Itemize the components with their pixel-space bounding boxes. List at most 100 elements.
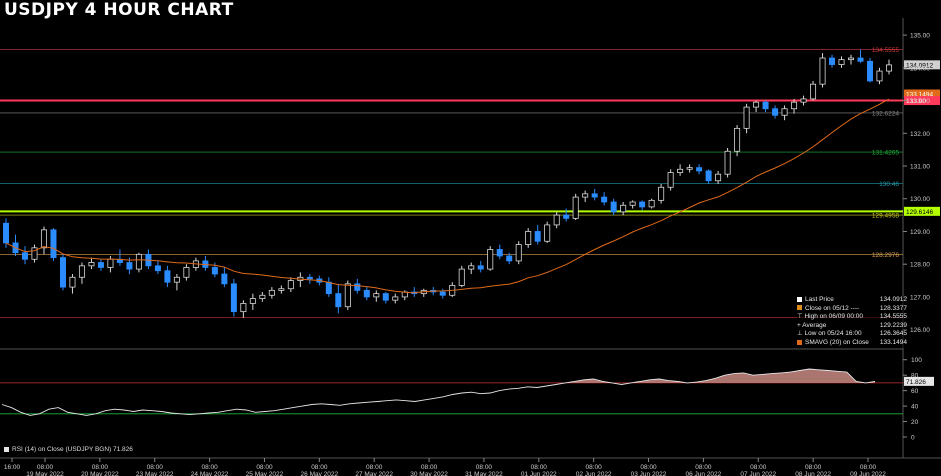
- time-tick-date-16: 09 Jun 2022: [850, 471, 886, 476]
- candle-body-85: [810, 83, 817, 100]
- price-tick-label-7: 128.00: [910, 262, 930, 269]
- candle-body-50: [477, 265, 484, 270]
- candle-body-79: [753, 101, 760, 108]
- rsi-tick-label-2: 60: [911, 388, 919, 395]
- price-tick-label-0: 135.00: [910, 33, 930, 40]
- hline-label-4: 132.6224: [872, 110, 899, 117]
- legend-text-2: High on 06/09 00:00: [804, 313, 864, 321]
- candle-body-23: [221, 273, 228, 285]
- time-tick-date-2: 20 May 2022: [81, 471, 119, 476]
- candle-body-4: [40, 229, 47, 249]
- hline-tag-label-2: 133.1494: [906, 92, 933, 99]
- candle-body-0: [3, 222, 9, 244]
- time-tick-hour-12: 08:00: [640, 464, 657, 471]
- candle-body-64: [610, 201, 617, 213]
- candle-body-75: [715, 173, 722, 182]
- legend-label-5: SMAVG (20) on Close: [797, 339, 869, 348]
- candle-body-6: [59, 257, 66, 288]
- legend-value-2: 134.5555: [879, 313, 907, 321]
- time-tick-hour-7: 08:00: [366, 464, 383, 471]
- candle-body-90: [857, 57, 864, 62]
- candle-body-17: [164, 270, 171, 283]
- candle-body-35: [335, 293, 342, 308]
- legend-text-0: Last Price: [805, 296, 834, 303]
- candle-body-52: [496, 249, 503, 257]
- candle-body-88: [838, 59, 845, 65]
- candle-body-69: [658, 186, 665, 201]
- legend: Last Price 134.0912 Close on 05/12 ---- 128…: [797, 296, 907, 348]
- candle-body-53: [506, 255, 513, 262]
- legend-row-3: + Average 129.2239: [797, 322, 907, 331]
- candle-body-91: [867, 60, 874, 82]
- candle-body-7: [69, 276, 76, 288]
- price-tick-label-9: 126.00: [910, 327, 930, 334]
- rsi-tick-label-3: 40: [911, 404, 919, 411]
- time-tick-hour-9: 08:00: [476, 464, 493, 471]
- price-tick-label-2: 133.00: [910, 98, 930, 105]
- candle-body-89: [848, 57, 855, 61]
- price-tick-label-4: 131.00: [910, 164, 930, 171]
- time-tick-date-7: 27 May 2022: [355, 471, 393, 476]
- candle-body-77: [734, 127, 741, 152]
- hline-tag-1: [904, 60, 940, 70]
- candle-body-70: [667, 172, 674, 188]
- time-tick-hour-14: 08:00: [750, 464, 767, 471]
- rsi-tick-label-4: 20: [911, 419, 919, 426]
- hline-tag-7: [904, 206, 940, 216]
- candle-body-9: [88, 262, 95, 267]
- candle-body-26: [249, 298, 256, 304]
- chart-title: USDJPY 4 HOUR CHART: [4, 0, 234, 20]
- time-tick-hour-6: 08:00: [311, 464, 328, 471]
- candle-body-65: [620, 204, 627, 213]
- time-tick-hour-13: 08:00: [695, 464, 712, 471]
- candle-body-83: [791, 101, 798, 110]
- candle-body-81: [772, 108, 779, 116]
- candle-body-49: [468, 265, 475, 270]
- time-tick-date-13: 06 Jun 2022: [686, 471, 722, 476]
- candle-body-74: [705, 170, 712, 182]
- hline-label-5: 131.4265: [872, 150, 899, 157]
- candle-body-59: [563, 214, 570, 219]
- candle-body-73: [696, 167, 703, 172]
- candle-body-72: [686, 167, 693, 170]
- candle-body-60: [572, 196, 579, 219]
- hline-label-6: 130.46: [879, 181, 899, 188]
- legend-row-4: ⊥ Low on 05/24 16:00 126.3645: [797, 330, 907, 339]
- time-tick-date-6: 26 May 2022: [301, 471, 339, 476]
- rsi-panel: 100 80 60 40 20 0 71.826: [0, 357, 934, 442]
- time-tick-date-12: 03 Jun 2022: [631, 471, 667, 476]
- hline-tag-label-7: 129.6146: [906, 209, 933, 216]
- candle-body-22: [211, 267, 218, 275]
- candle-body-18: [173, 276, 180, 283]
- grid-lines: [0, 18, 941, 459]
- candle-body-62: [591, 193, 598, 198]
- candle-body-24: [230, 283, 237, 313]
- legend-swatch-0: [797, 296, 802, 302]
- candle-body-61: [582, 193, 589, 198]
- time-tick-hour-16: 08:00: [860, 464, 877, 471]
- price-tick-label-1: 134.00: [910, 65, 930, 72]
- candle-body-84: [800, 98, 807, 103]
- candle-body-28: [268, 289, 275, 296]
- rsi-value-label: 71.826: [906, 379, 926, 386]
- legend-label-1: Close on 05/12 ----: [797, 305, 859, 314]
- hline-tag-label-1: 134.0912: [906, 62, 933, 69]
- hline-label-0: 134.5555: [872, 47, 899, 54]
- time-tick-hour-2: 08:00: [92, 464, 109, 471]
- candle-body-11: [107, 258, 114, 268]
- candle-body-2: [21, 252, 28, 260]
- time-tick-hour-11: 08:00: [586, 464, 603, 471]
- hline-label-8: 129.4958: [872, 213, 899, 220]
- hline-label-9: 128.2976: [872, 252, 899, 259]
- rsi-overbought-fill: [2, 369, 875, 383]
- legend-label-0: Last Price: [797, 296, 834, 305]
- time-tick-hour-3: 08:00: [147, 464, 164, 471]
- time-tick-date-4: 24 May 2022: [191, 471, 229, 476]
- candle-body-78: [743, 106, 750, 129]
- time-tick-hour-8: 08:00: [421, 464, 438, 471]
- candle-body-19: [183, 267, 190, 278]
- candle-body-86: [819, 57, 826, 85]
- candle-body-37: [354, 283, 361, 291]
